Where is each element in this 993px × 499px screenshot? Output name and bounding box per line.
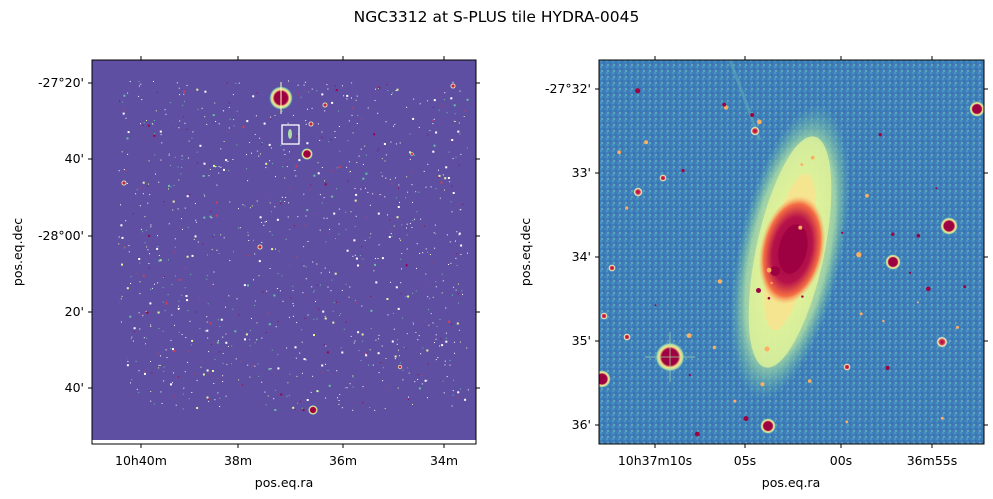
right-xlabel: pos.eq.ra xyxy=(762,475,820,490)
right-field-stars xyxy=(617,88,967,437)
right-xtick-label: 00s xyxy=(830,453,852,468)
right-ytick-label: 34' xyxy=(572,249,591,264)
right-ytick-label: 33' xyxy=(572,165,591,180)
left-xtick-label: 34m xyxy=(430,453,458,468)
left-ytick-label: 20' xyxy=(65,304,84,319)
bright-star xyxy=(301,148,313,160)
right-panel: 10h37m10s 05s 00s 36m55s -27°32' 33' 34'… xyxy=(518,56,988,490)
right-ylabel: pos.eq.dec xyxy=(518,218,533,286)
left-y-ticks xyxy=(88,82,480,389)
figure-title: NGC3312 at S-PLUS tile HYDRA-0045 xyxy=(353,8,640,26)
left-ytick-label: -27°20' xyxy=(38,75,84,90)
left-ylabel: pos.eq.dec xyxy=(10,218,25,286)
left-ytick-label: 40' xyxy=(65,380,84,395)
right-y-ticks xyxy=(595,88,988,426)
left-field-stars xyxy=(118,80,469,412)
right-x-ticks xyxy=(654,56,933,448)
right-axes-frame xyxy=(598,59,985,445)
left-xtick-label: 10h40m xyxy=(115,453,167,468)
right-ytick-label: 36' xyxy=(572,417,591,432)
zoom-box xyxy=(281,124,300,145)
right-ytick-label: -27°32' xyxy=(545,81,591,96)
right-xtick-label: 05s xyxy=(734,453,756,468)
right-ytick-label: 35' xyxy=(572,333,591,348)
left-xtick-label: 36m xyxy=(329,453,357,468)
right-xtick-label: 36m55s xyxy=(907,453,958,468)
right-xtick-label: 10h37m10s xyxy=(618,453,692,468)
left-ytick-label: 40' xyxy=(65,151,84,166)
left-xtick-label: 38m xyxy=(224,453,252,468)
left-x-ticks xyxy=(140,56,445,448)
left-xlabel: pos.eq.ra xyxy=(255,475,313,490)
bright-star xyxy=(308,405,318,415)
right-image xyxy=(599,60,984,444)
left-image xyxy=(92,60,476,444)
left-panel: 10h40m 38m 36m 34m -27°20' 40' -28°00' 2… xyxy=(10,56,480,490)
left-axes-frame xyxy=(91,59,477,445)
left-ytick-label: -28°00' xyxy=(38,228,84,243)
